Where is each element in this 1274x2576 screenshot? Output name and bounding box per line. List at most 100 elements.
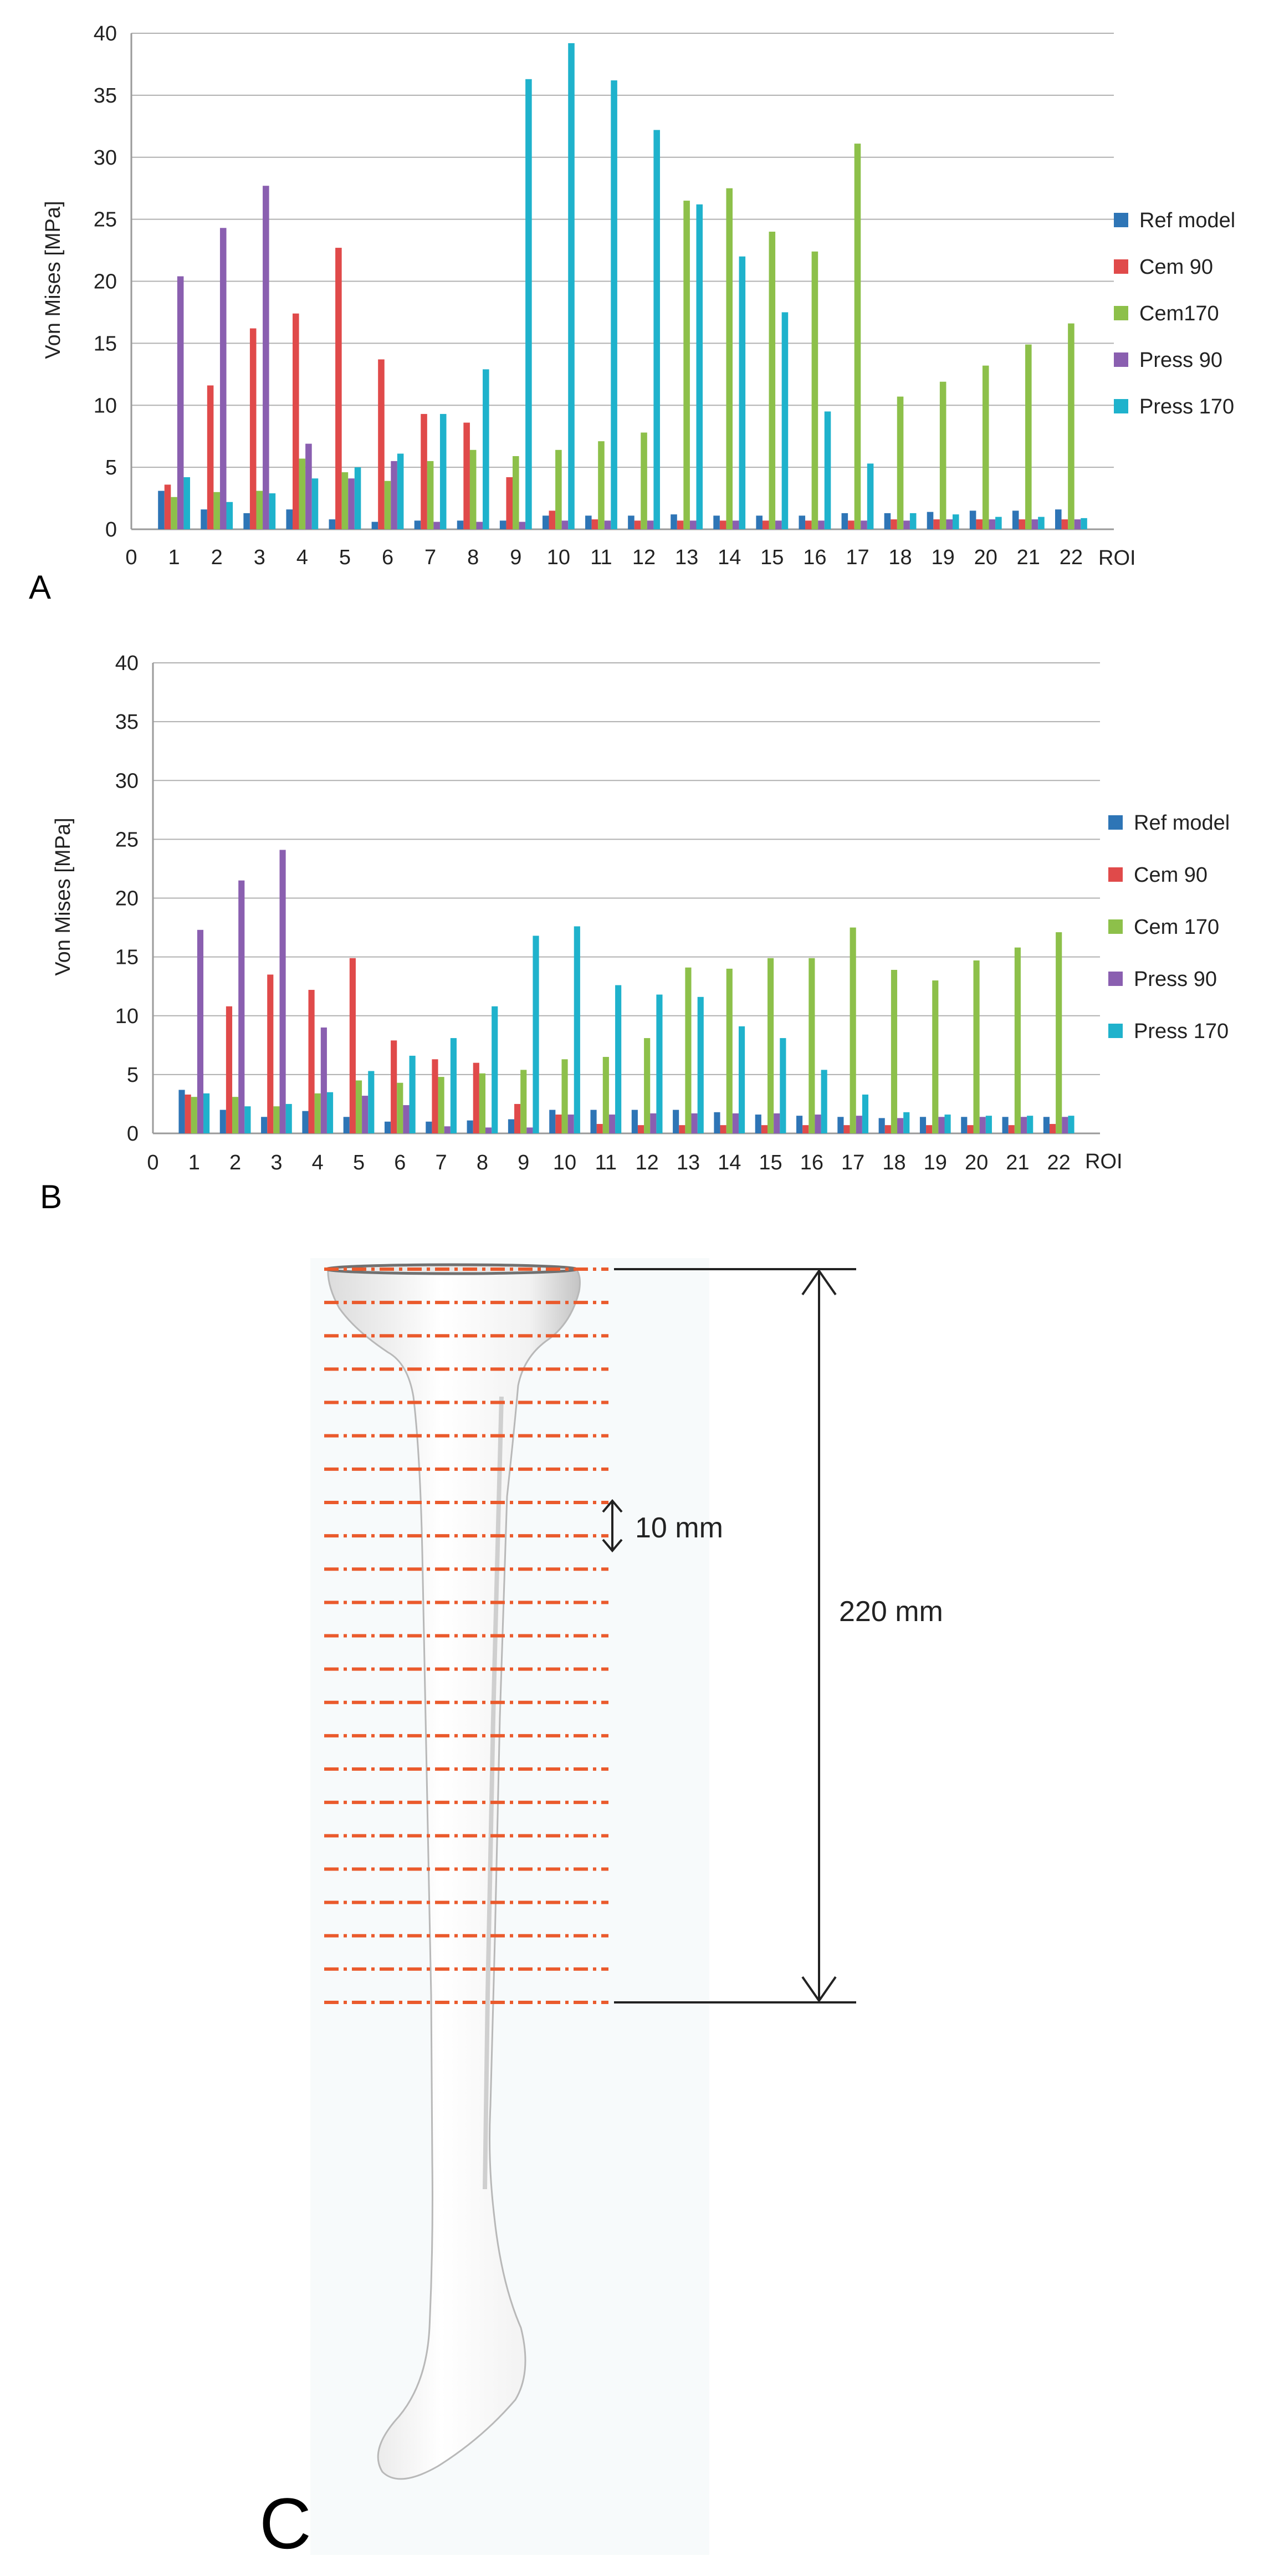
chart-a-xlabel: ROI bbox=[1098, 546, 1136, 570]
chart-a-bar-press-170 bbox=[183, 477, 190, 529]
chart-a-bar-ref-model bbox=[371, 522, 378, 529]
spacing-label: 10 mm bbox=[635, 1512, 723, 1544]
chart-b-bar-press-170 bbox=[533, 936, 539, 1133]
chart-a-bar-ref-model bbox=[969, 510, 976, 529]
chart-a-bar-cem-90 bbox=[1061, 519, 1068, 529]
roi-section-lines bbox=[324, 1267, 608, 2004]
panel-b-label: B bbox=[40, 1178, 62, 1215]
chart-b-bar-press-90 bbox=[197, 929, 204, 1133]
chart-a-y-tick-label: 40 bbox=[94, 22, 117, 45]
chart-a-y-tick-label: 30 bbox=[94, 146, 117, 170]
chart-b-bar-press-90 bbox=[526, 1127, 533, 1133]
chart-a-bar-press-90 bbox=[348, 478, 355, 529]
chart-a-x-tick-label: 15 bbox=[760, 546, 784, 569]
chart-b-bar-ref-model bbox=[919, 1117, 927, 1133]
chart-a-bar-press-90 bbox=[305, 443, 312, 529]
chart-b-bar-cem-170 bbox=[273, 1106, 280, 1133]
chart-a-bar-cem170 bbox=[171, 497, 177, 529]
chart-b-bar-cem-170 bbox=[438, 1077, 444, 1133]
chart-a-bar-cem170 bbox=[469, 449, 477, 529]
chart-a-bar-press-170 bbox=[269, 493, 276, 529]
chart-a-bar-ref-model bbox=[671, 514, 677, 529]
chart-b-bar-cem-90 bbox=[884, 1125, 891, 1133]
chart-a-bar-press-170 bbox=[611, 80, 617, 529]
chart-a-bar-ref-model bbox=[585, 515, 592, 529]
chart-b-bar-cem-170 bbox=[602, 1057, 609, 1133]
chart-b-bar-press-170 bbox=[656, 994, 663, 1133]
chart-b-bar-cem-90 bbox=[349, 958, 356, 1133]
chart-a-bar-cem-90 bbox=[762, 520, 769, 529]
chart-b-bar-cem-90 bbox=[432, 1059, 438, 1133]
chart-a-bar-press-170 bbox=[568, 43, 575, 529]
chart-b-x-tick-label: 8 bbox=[477, 1151, 488, 1174]
chart-b-bar-ref-model bbox=[590, 1110, 597, 1133]
chart-a-bar-cem170 bbox=[256, 490, 263, 529]
chart-b-x-tick-label: 1 bbox=[188, 1151, 200, 1174]
chart-b-bar-ref-model bbox=[878, 1118, 885, 1133]
chart-b-legend-label: Press 90 bbox=[1134, 968, 1217, 991]
chart-b-bar-press-170 bbox=[203, 1093, 210, 1133]
chart-b-bar-ref-model bbox=[302, 1111, 309, 1133]
chart-b-bar-press-90 bbox=[691, 1113, 698, 1133]
chart-a-x-tick-label: 14 bbox=[718, 546, 741, 569]
chart-b-bar-press-170 bbox=[409, 1055, 416, 1133]
length-dimension bbox=[614, 1268, 856, 2003]
chart-a-bar-cem170 bbox=[982, 365, 989, 529]
chart-b-bar-press-170 bbox=[697, 996, 704, 1133]
chart-b-x-tick-label: 18 bbox=[882, 1151, 905, 1174]
panel-c-label: C bbox=[259, 2483, 311, 2564]
chart-a-bar-press-90 bbox=[1031, 519, 1038, 529]
chart-b-x-tick-label: 20 bbox=[965, 1151, 988, 1174]
chart-a-y-tick-label: 25 bbox=[94, 208, 117, 232]
chart-b-bar-ref-model bbox=[343, 1117, 350, 1133]
chart-a-bar-cem170 bbox=[897, 396, 904, 529]
tibia-shadow-ridge bbox=[483, 1396, 504, 2190]
chart-a-bar-cem170 bbox=[811, 251, 818, 529]
chart-b-legend-swatch bbox=[1108, 972, 1123, 986]
chart-b-bar-press-90 bbox=[979, 1117, 986, 1133]
chart-b-bar-cem-90 bbox=[1049, 1124, 1056, 1133]
chart-b-bar-cem-90 bbox=[679, 1125, 685, 1133]
chart-a-legend-swatch bbox=[1114, 399, 1128, 413]
chart-b-bar-cem-170 bbox=[891, 969, 898, 1133]
chart-a-bar-press-170 bbox=[824, 411, 831, 529]
chart-b-bar-press-170 bbox=[244, 1106, 251, 1133]
chart-b-bar-cem-170 bbox=[1056, 932, 1062, 1133]
chart-b-bar-ref-model bbox=[467, 1120, 473, 1133]
chart-a-legend-swatch bbox=[1114, 306, 1128, 320]
chart-b-bar-cem-90 bbox=[761, 1125, 768, 1133]
chart-b-x-tick-label: 21 bbox=[1006, 1151, 1029, 1174]
chart-b-bar-cem-90 bbox=[926, 1125, 933, 1133]
chart-a-y-tick-label: 20 bbox=[94, 270, 117, 294]
chart-b-bar-press-90 bbox=[403, 1105, 410, 1133]
chart-a-bar-press-90 bbox=[861, 520, 867, 529]
chart-b-bar-ref-model bbox=[714, 1112, 720, 1133]
chart-b-bar-press-90 bbox=[1062, 1117, 1068, 1133]
chart-b-bar-press-170 bbox=[450, 1038, 457, 1133]
chart-b-x-tick-label: 14 bbox=[718, 1151, 741, 1174]
chart-b-bar-press-90 bbox=[238, 880, 245, 1133]
chart-b-bar-press-90 bbox=[444, 1126, 451, 1133]
chart-b-bar-press-170 bbox=[285, 1103, 292, 1133]
chart-b-bar-press-90 bbox=[774, 1113, 780, 1133]
chart-a-bar-ref-model bbox=[884, 513, 891, 529]
chart-b-x-tick-label: 0 bbox=[147, 1151, 158, 1174]
chart-a-bar-ref-model bbox=[756, 515, 763, 529]
chart-a-bar-press-90 bbox=[903, 520, 910, 529]
chart-a-bar-cem170 bbox=[341, 472, 349, 529]
chart-a-bar-cem170 bbox=[427, 461, 434, 529]
chart-a-x-tick-label: 4 bbox=[296, 546, 308, 569]
chart-b-bar-cem-90 bbox=[967, 1125, 974, 1133]
chart-b-bar-ref-model bbox=[178, 1090, 185, 1133]
chart-b-bar-press-90 bbox=[815, 1115, 821, 1133]
tibia-model-panel: 10 mm 220 mm C bbox=[259, 1258, 943, 2564]
chart-b-legend-swatch bbox=[1108, 1024, 1123, 1038]
chart-a-y-tick-label: 35 bbox=[94, 84, 117, 108]
chart-a-bar-press-90 bbox=[263, 186, 269, 529]
chart-b-bar-cem-90 bbox=[308, 990, 315, 1133]
chart-a-bar-cem-90 bbox=[933, 519, 940, 529]
chart-a-legend-label: Press 170 bbox=[1139, 395, 1234, 418]
chart-b-bar-press-90 bbox=[279, 850, 286, 1133]
chart-b-x-tick-label: 2 bbox=[229, 1151, 241, 1174]
